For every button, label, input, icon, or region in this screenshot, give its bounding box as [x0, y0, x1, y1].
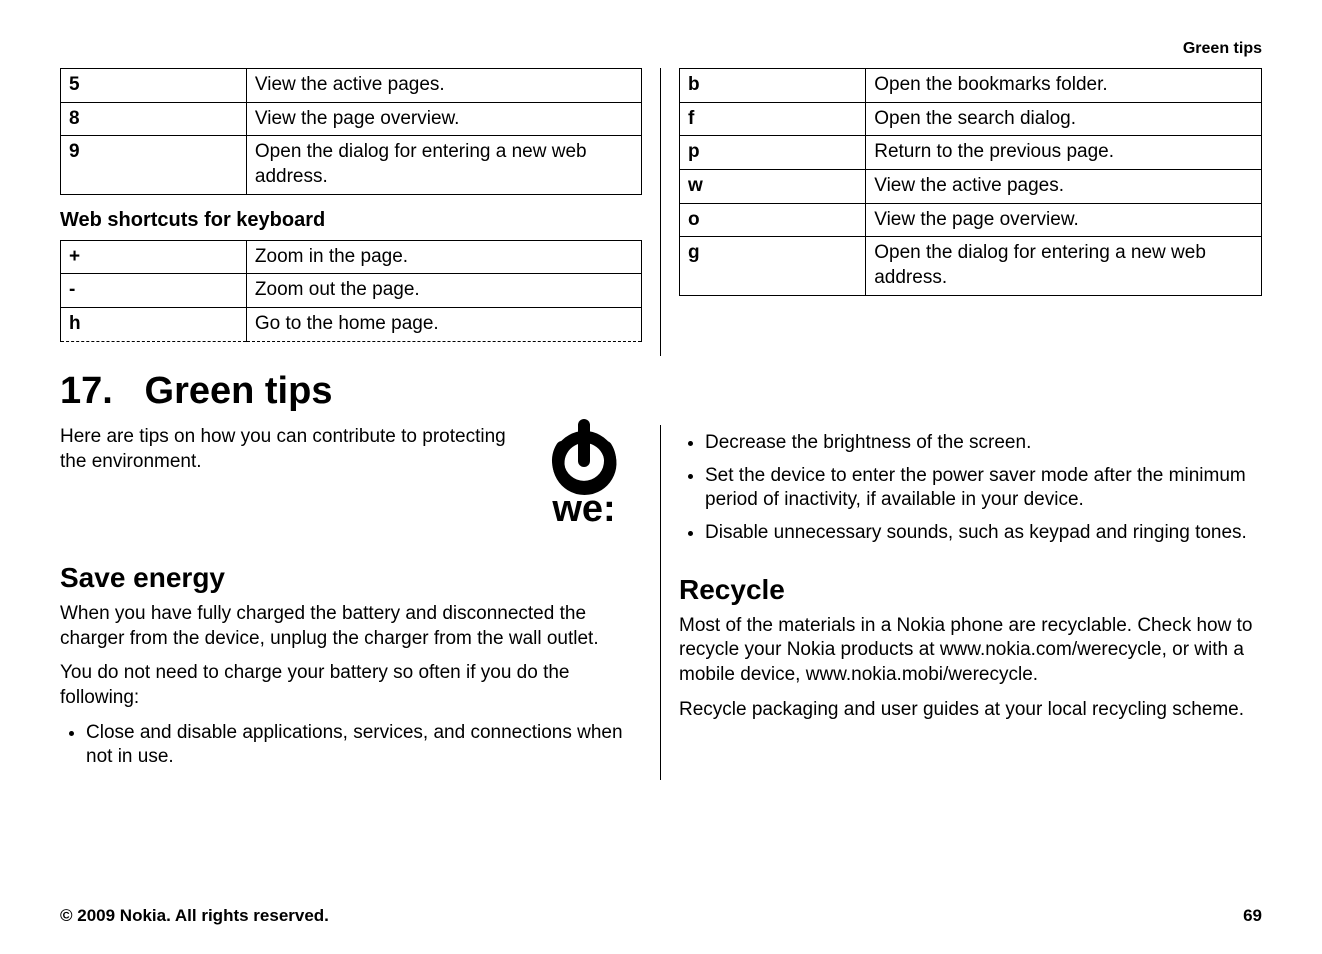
table-row: w View the active pages.: [680, 170, 1262, 204]
desc-cell: Zoom in the page.: [246, 240, 641, 274]
desc-cell: Open the dialog for entering a new web a…: [246, 136, 641, 194]
desc-cell: View the active pages.: [246, 69, 641, 103]
body-right-col: Decrease the brightness of the screen. S…: [661, 425, 1262, 780]
chapter-intro: Here are tips on how you can contribute …: [60, 425, 516, 474]
list-item: Disable unnecessary sounds, such as keyp…: [705, 521, 1262, 546]
table-row: g Open the dialog for entering a new web…: [680, 237, 1262, 295]
save-energy-p1: When you have fully charged the battery …: [60, 602, 642, 651]
we-logo-text: we:: [551, 488, 615, 529]
tables-region: 5 View the active pages. 8 View the page…: [60, 68, 1262, 356]
shortcut-table-3: b Open the bookmarks folder. f Open the …: [679, 68, 1262, 296]
table-row: 9 Open the dialog for entering a new web…: [61, 136, 642, 194]
tables-right-col: b Open the bookmarks folder. f Open the …: [661, 68, 1262, 356]
table-row: b Open the bookmarks folder.: [680, 69, 1262, 103]
desc-cell: Zoom out the page.: [246, 274, 641, 308]
table-row: - Zoom out the page.: [61, 274, 642, 308]
intro-row: Here are tips on how you can contribute …: [60, 425, 642, 534]
table-row: 5 View the active pages.: [61, 69, 642, 103]
key-cell: o: [680, 203, 866, 237]
running-header: Green tips: [60, 40, 1262, 58]
shortcut-table-2: + Zoom in the page. - Zoom out the page.…: [60, 240, 642, 342]
copyright-text: © 2009 Nokia. All rights reserved.: [60, 906, 329, 926]
save-energy-bullets-right: Decrease the brightness of the screen. S…: [679, 431, 1262, 546]
key-cell: g: [680, 237, 866, 295]
desc-cell: Open the dialog for entering a new web a…: [866, 237, 1262, 295]
tables-left-col: 5 View the active pages. 8 View the page…: [60, 68, 661, 356]
key-cell: w: [680, 170, 866, 204]
key-cell: h: [61, 308, 247, 342]
save-energy-p2: You do not need to charge your battery s…: [60, 661, 642, 710]
desc-cell: Open the search dialog.: [866, 102, 1262, 136]
desc-cell: View the page overview.: [866, 203, 1262, 237]
key-cell: p: [680, 136, 866, 170]
recycle-heading: Recycle: [679, 574, 1262, 606]
save-energy-bullets-left: Close and disable applications, services…: [60, 721, 642, 770]
table-row: h Go to the home page.: [61, 308, 642, 342]
list-item: Decrease the brightness of the screen.: [705, 431, 1262, 456]
chapter-number: 17.: [60, 370, 113, 412]
chapter-title: 17. Green tips: [60, 370, 1262, 413]
chapter-name: Green tips: [145, 370, 333, 412]
recycle-p1: Most of the materials in a Nokia phone a…: [679, 614, 1262, 688]
save-energy-heading: Save energy: [60, 562, 642, 594]
key-cell: 5: [61, 69, 247, 103]
body-columns: Here are tips on how you can contribute …: [60, 425, 1262, 780]
shortcut-table-1: 5 View the active pages. 8 View the page…: [60, 68, 642, 195]
key-cell: +: [61, 240, 247, 274]
page-footer: © 2009 Nokia. All rights reserved. 69: [60, 906, 1262, 926]
desc-cell: Return to the previous page.: [866, 136, 1262, 170]
we-logo: we:: [536, 419, 632, 534]
desc-cell: View the page overview.: [246, 102, 641, 136]
desc-cell: Open the bookmarks folder.: [866, 69, 1262, 103]
web-shortcuts-subheading: Web shortcuts for keyboard: [60, 209, 642, 232]
table-row: o View the page overview.: [680, 203, 1262, 237]
key-cell: 8: [61, 102, 247, 136]
list-item: Close and disable applications, services…: [86, 721, 642, 770]
list-item: Set the device to enter the power saver …: [705, 464, 1262, 513]
body-left-col: Here are tips on how you can contribute …: [60, 425, 661, 780]
table-row: 8 View the page overview.: [61, 102, 642, 136]
page-number: 69: [1243, 906, 1262, 926]
table-row: p Return to the previous page.: [680, 136, 1262, 170]
table-row: + Zoom in the page.: [61, 240, 642, 274]
chapter-block: 17. Green tips Here are tips on how you …: [60, 370, 1262, 780]
key-cell: f: [680, 102, 866, 136]
desc-cell: View the active pages.: [866, 170, 1262, 204]
key-cell: 9: [61, 136, 247, 194]
table-row: f Open the search dialog.: [680, 102, 1262, 136]
desc-cell: Go to the home page.: [246, 308, 641, 342]
key-cell: -: [61, 274, 247, 308]
recycle-p2: Recycle packaging and user guides at you…: [679, 698, 1262, 723]
key-cell: b: [680, 69, 866, 103]
